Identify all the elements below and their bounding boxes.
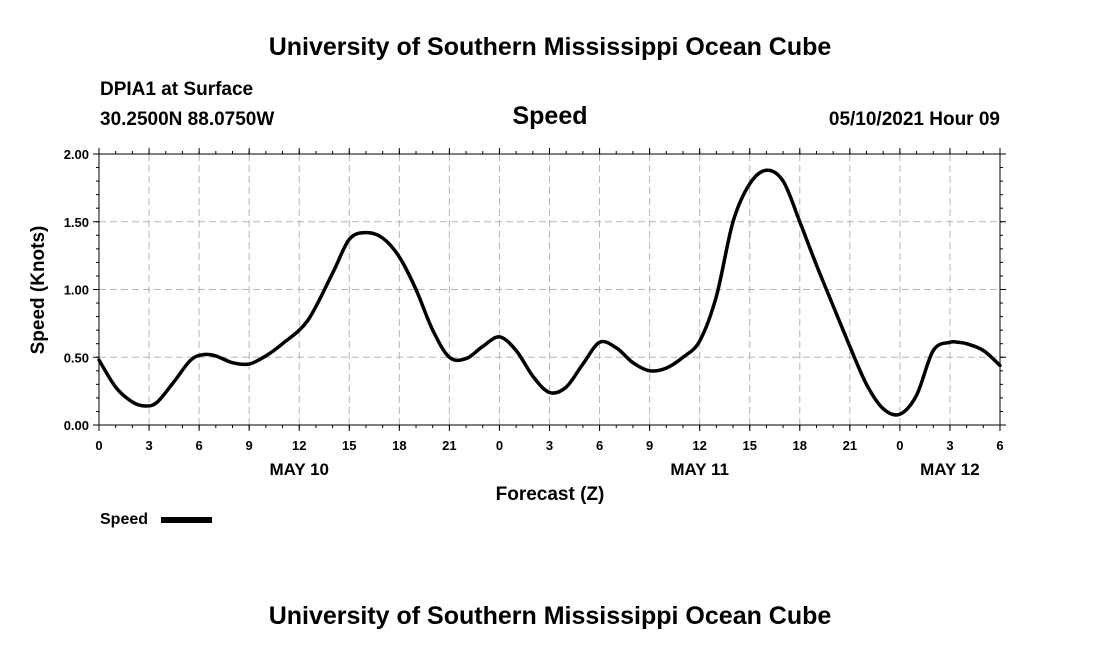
x-tick-label: 3 [145,438,152,453]
y-axis: 0.00 0.50 1.00 1.50 2.00 [64,147,1006,433]
x-tick-label: 12 [292,438,306,453]
y-tick-label: 2.00 [64,147,89,162]
y-axis-label: Speed (Knots) [28,226,49,355]
x-tick-label: 12 [692,438,706,453]
x-tick-label: 18 [392,438,406,453]
y-tick-label: 1.00 [64,283,89,298]
x-tick-label: 0 [896,438,903,453]
x-tick-label: 6 [996,438,1003,453]
day-label: MAY 10 [269,460,329,479]
day-labels: MAY 10 MAY 11 MAY 12 [269,460,979,479]
y-tick-label: 1.50 [64,215,89,230]
day-label: MAY 11 [670,460,729,479]
x-tick-label: 15 [342,438,356,453]
x-axis: 0 3 6 9 12 15 18 21 0 3 6 9 12 15 18 21 0 3 6 [95,148,1004,453]
x-tick-label: 0 [496,438,503,453]
x-tick-label: 6 [195,438,202,453]
station-label: DPIA1 at Surface [100,79,253,100]
x-tick-label: 3 [946,438,953,453]
legend-label: Speed [100,511,148,528]
x-tick-label: 18 [793,438,807,453]
x-tick-label: 21 [843,438,857,453]
top-title: University of Southern Mississippi Ocean… [269,33,832,61]
grid-lines [99,154,1000,425]
speed-line [97,168,1002,417]
location-label: 30.2500N 88.0750W [100,109,274,130]
x-axis-label: Forecast (Z) [496,484,605,505]
x-tick-label: 3 [546,438,553,453]
day-label: MAY 12 [920,460,980,479]
x-tick-label: 9 [246,438,253,453]
bottom-title: University of Southern Mississippi Ocean… [269,602,832,630]
x-tick-label: 6 [596,438,603,453]
x-tick-label: 9 [646,438,653,453]
y-tick-label: 0.50 [64,350,89,365]
y-tick-label: 0.00 [64,418,89,433]
legend-swatch [161,517,212,523]
chart-title: Speed [512,102,587,130]
datetime-label: 05/10/2021 Hour 09 [829,109,1000,130]
x-tick-label: 15 [742,438,756,453]
x-tick-label: 21 [442,438,456,453]
x-tick-label: 0 [95,438,102,453]
